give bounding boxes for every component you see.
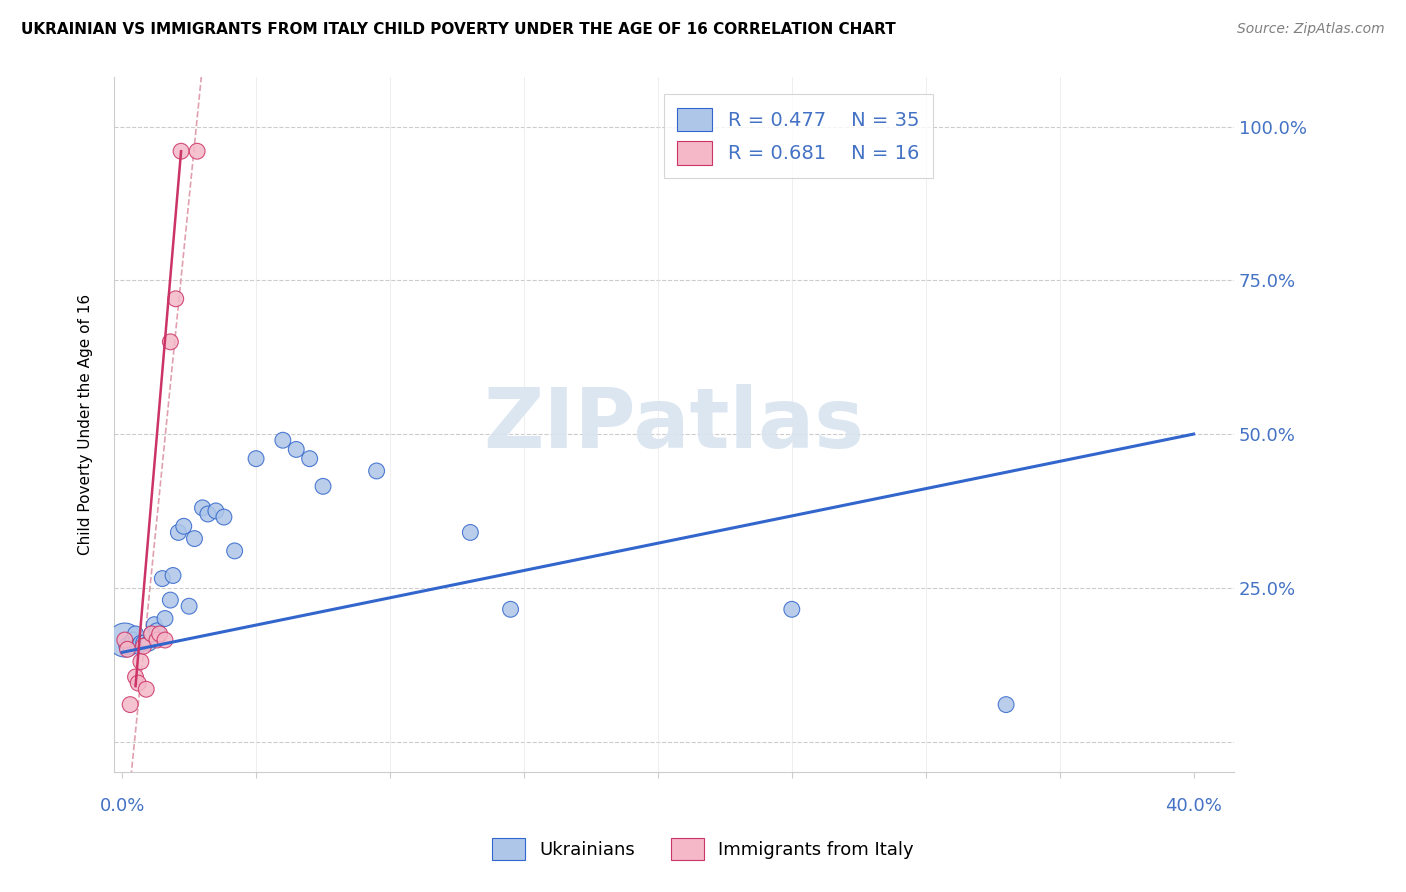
Point [271,434,294,448]
Point [298,451,321,466]
Point [121,633,143,648]
Point [114,633,136,648]
Point [146,633,169,648]
Point [153,633,176,648]
Point [138,636,160,650]
Text: ZIPatlas: ZIPatlas [484,384,865,466]
Legend: Ukrainians, Immigrants from Italy: Ukrainians, Immigrants from Italy [485,830,921,867]
Point [460,525,482,540]
Point [173,519,195,533]
Text: Source: ZipAtlas.com: Source: ZipAtlas.com [1237,22,1385,37]
Text: 0.0%: 0.0% [100,797,145,815]
Point [146,624,169,638]
Point [159,593,181,607]
Point [224,544,246,558]
Point [191,500,214,515]
Point [117,639,139,653]
Point [129,636,152,650]
Point [135,682,157,697]
Point [499,602,522,616]
Point [177,599,200,614]
Point [183,532,205,546]
Point [150,572,173,586]
Point [143,617,166,632]
Point [312,479,335,493]
Point [127,676,149,690]
Point [245,451,267,466]
Point [780,602,803,616]
Point [124,670,146,684]
Point [162,568,184,582]
Legend: R = 0.477    N = 35, R = 0.681    N = 16: R = 0.477 N = 35, R = 0.681 N = 16 [664,95,934,178]
Point [167,525,190,540]
Point [205,504,228,518]
Text: 40.0%: 40.0% [1166,797,1222,815]
Text: UKRAINIAN VS IMMIGRANTS FROM ITALY CHILD POVERTY UNDER THE AGE OF 16 CORRELATION: UKRAINIAN VS IMMIGRANTS FROM ITALY CHILD… [21,22,896,37]
Point [120,639,142,653]
Point [124,627,146,641]
Point [117,642,139,657]
Point [127,639,149,653]
Point [170,145,193,159]
Point [149,627,172,641]
Point [141,627,163,641]
Point [132,636,155,650]
Point [159,334,181,349]
Point [285,442,308,457]
Point [153,611,176,625]
Point [141,627,163,641]
Point [995,698,1018,712]
Point [197,507,219,521]
Point [114,633,136,648]
Point [366,464,388,478]
Point [212,510,235,524]
Point [120,698,142,712]
Y-axis label: Child Poverty Under the Age of 16: Child Poverty Under the Age of 16 [79,294,93,556]
Point [129,655,152,669]
Point [165,292,187,306]
Point [132,639,155,653]
Point [186,145,208,159]
